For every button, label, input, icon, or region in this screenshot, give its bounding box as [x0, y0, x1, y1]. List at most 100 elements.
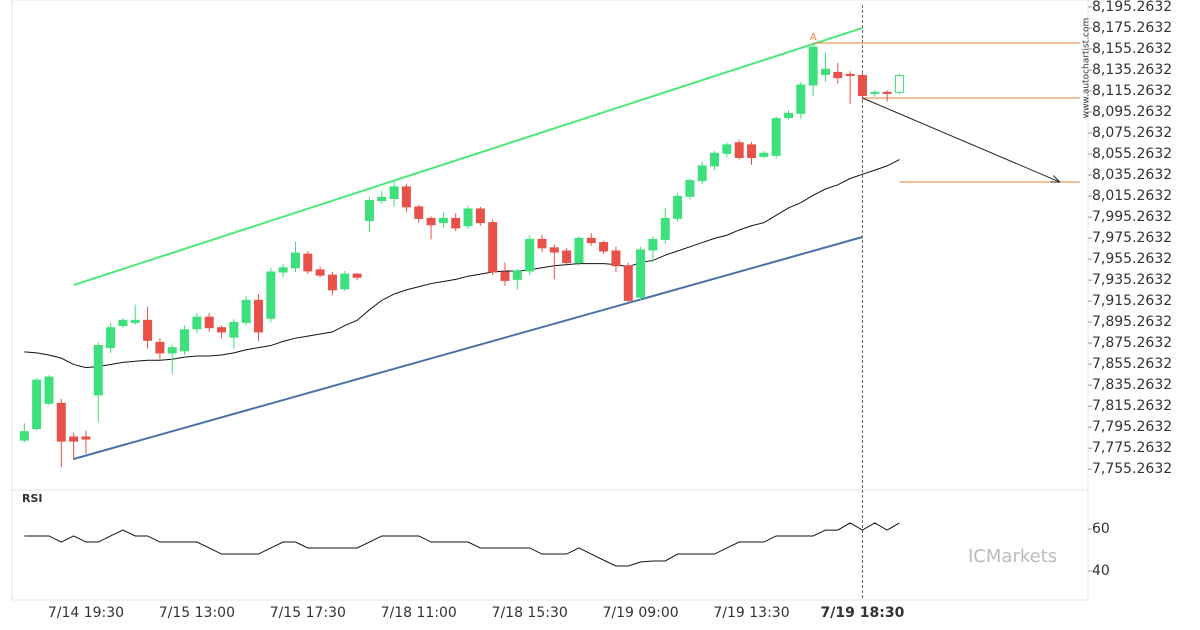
y-tick-label: 8,135.2632: [1092, 62, 1172, 78]
y-tick-label: 8,035.2632: [1092, 167, 1172, 183]
candle-body: [93, 345, 103, 396]
y-tick-label: 8,015.2632: [1092, 188, 1172, 204]
candle-body: [192, 316, 202, 330]
candle-body: [759, 152, 769, 157]
candle-body: [278, 267, 288, 273]
x-tick-label: 7/19 09:00: [602, 605, 678, 621]
moving-average: [24, 159, 900, 369]
y-tick-label: 7,875.2632: [1092, 335, 1172, 351]
candle-body: [290, 252, 300, 269]
y-tick-label: 8,075.2632: [1092, 125, 1172, 141]
candle-body: [525, 238, 535, 272]
y-tick-label: 7,815.2632: [1092, 398, 1172, 414]
candle-body: [364, 200, 374, 222]
channel-line: [73, 26, 863, 286]
x-tick-label: 7/19 18:30: [821, 605, 905, 621]
candle-body: [130, 319, 140, 323]
candle-body: [660, 217, 670, 240]
candle-body: [44, 376, 54, 404]
candle-body: [710, 152, 720, 167]
candle-body: [377, 196, 387, 202]
brand: ICMarkets: [968, 546, 1057, 567]
candle-body: [303, 253, 313, 272]
candle-body: [636, 249, 646, 298]
candle-body: [167, 347, 177, 354]
candle-body: [451, 217, 461, 229]
candle-body: [143, 319, 153, 341]
candle-body: [414, 206, 424, 219]
y-tick-label: 8,195.2632: [1092, 0, 1172, 15]
candle-body: [599, 242, 609, 252]
y-tick-label: 7,835.2632: [1092, 377, 1172, 393]
y-tick-label: 7,895.2632: [1092, 314, 1172, 330]
y-tick-label: 7,995.2632: [1092, 209, 1172, 225]
candle-body: [81, 436, 91, 440]
candle-body: [697, 165, 707, 182]
candle-body: [340, 273, 350, 290]
y-tick-label: 7,855.2632: [1092, 356, 1172, 372]
y-tick-label: 7,775.2632: [1092, 440, 1172, 456]
x-tick-label: 7/19 13:30: [713, 605, 789, 621]
x-tick-label: 7/18 11:00: [381, 605, 457, 621]
candle-body: [118, 319, 128, 327]
y-tick-label: 7,915.2632: [1092, 293, 1172, 309]
arrow: [862, 97, 1060, 183]
candle-body: [475, 208, 485, 224]
rsi-panel: [11, 489, 1089, 601]
candle-body: [389, 186, 399, 199]
candle-body: [204, 316, 214, 329]
x-tick-label: 7/15 17:30: [270, 605, 346, 621]
candle-body: [266, 271, 276, 319]
rsi-line: [24, 522, 900, 567]
y-tick-label: 7,935.2632: [1092, 272, 1172, 288]
candle-body: [722, 144, 732, 154]
candle-body: [796, 84, 806, 114]
candle-body: [352, 273, 362, 278]
candle-body: [537, 238, 547, 249]
candle-body: [808, 46, 818, 86]
candle-body: [857, 75, 867, 96]
candle-body: [19, 431, 29, 441]
candle-body: [180, 329, 190, 352]
candle-body: [106, 327, 116, 349]
candle-body: [401, 186, 411, 208]
rsi-tick-label: 60: [1092, 521, 1110, 537]
candle-body: [623, 265, 633, 301]
candle-body: [771, 118, 781, 156]
candle-body: [562, 250, 572, 264]
y-tick-label: 8,155.2632: [1092, 41, 1172, 57]
candle-body: [217, 327, 227, 333]
candle-body: [747, 144, 757, 158]
candle-body: [549, 247, 559, 253]
candle-body: [241, 299, 251, 323]
candle-body: [574, 237, 584, 264]
x-tick-label: 7/18 15:30: [492, 605, 568, 621]
x-tick-label: 7/14 19:30: [48, 605, 124, 621]
candle-body: [845, 73, 855, 77]
candle-body: [155, 341, 165, 354]
candle-body: [69, 436, 79, 442]
candle-body: [32, 379, 42, 430]
watermark: www.autochartist.com: [1082, 18, 1092, 119]
candle-body: [512, 270, 522, 280]
candle-body: [500, 271, 510, 281]
y-tick-label: 8,175.2632: [1092, 20, 1172, 36]
candle-body: [894, 75, 904, 93]
candle-body: [783, 112, 793, 119]
point-label: A: [810, 32, 817, 43]
candle-body: [229, 321, 239, 338]
y-tick-label: 8,055.2632: [1092, 146, 1172, 162]
candle-body: [611, 250, 621, 267]
rsi-label: RSI: [22, 492, 43, 505]
candle-body: [648, 238, 658, 251]
candle-body: [882, 91, 892, 94]
price-panel: [11, 0, 1089, 491]
y-tick-label: 7,795.2632: [1092, 419, 1172, 435]
candle-body: [254, 299, 264, 333]
candle-body: [56, 402, 66, 442]
candle-body: [685, 180, 695, 197]
candle-body: [833, 71, 843, 79]
candle-body: [426, 217, 436, 226]
candle-body: [327, 274, 337, 291]
